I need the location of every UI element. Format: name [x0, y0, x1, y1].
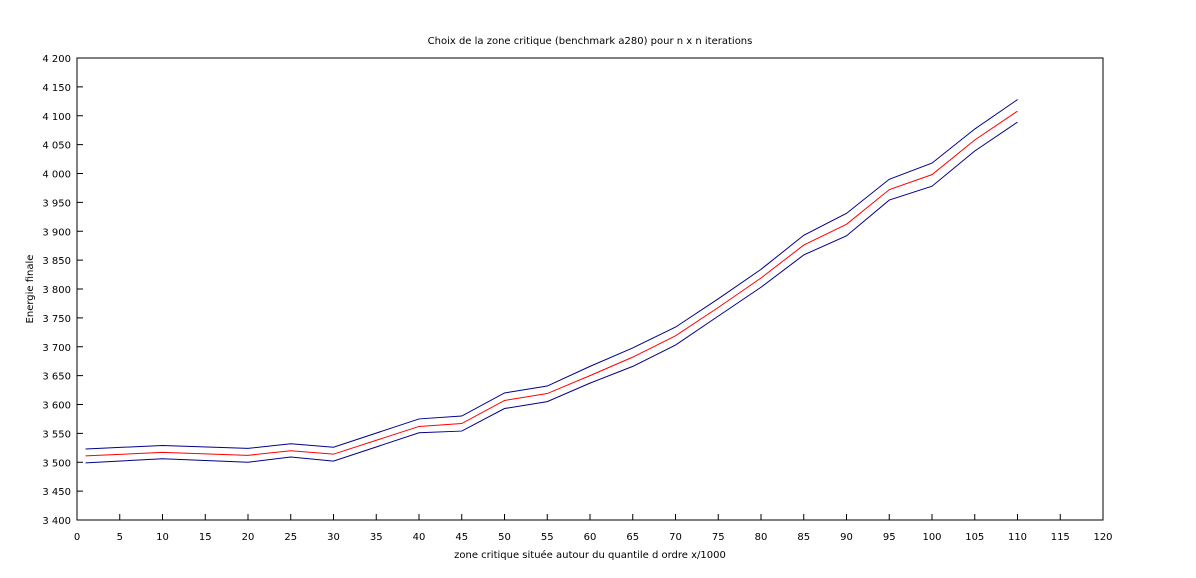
x-tick-label: 0: [74, 532, 80, 543]
upper-bound-line: [85, 99, 1018, 450]
x-tick-label: 120: [1093, 532, 1112, 543]
x-tick-label: 20: [242, 532, 255, 543]
x-tick-label: 40: [413, 532, 426, 543]
x-tick-label: 65: [626, 532, 639, 543]
x-tick-label: 25: [284, 532, 297, 543]
x-tick-label: 60: [584, 532, 597, 543]
x-tick-label: 70: [669, 532, 682, 543]
x-tick-label: 100: [922, 532, 941, 543]
y-tick-label: 4 100: [42, 112, 71, 123]
x-tick-label: 95: [883, 532, 896, 543]
y-tick-label: 3 800: [42, 285, 71, 296]
series-lines: [85, 99, 1018, 464]
x-tick-label: 105: [965, 532, 984, 543]
y-tick-label: 3 950: [42, 198, 71, 209]
y-tick-label: 4 150: [42, 83, 71, 94]
lower-bound-line: [85, 121, 1018, 464]
x-tick-label: 5: [117, 532, 123, 543]
x-tick-label: 75: [712, 532, 725, 543]
x-tick-label: 15: [199, 532, 212, 543]
y-tick-label: 3 700: [42, 343, 71, 354]
y-tick-label: 3 450: [42, 487, 71, 498]
mean-line: [85, 110, 1018, 457]
x-tick-label: 110: [1008, 532, 1027, 543]
y-tick-label: 3 850: [42, 256, 71, 267]
x-axis-label: zone critique située autour du quantile …: [454, 549, 726, 561]
x-tick-label: 30: [327, 532, 340, 543]
chart-title: Choix de la zone critique (benchmark a28…: [428, 36, 753, 47]
y-tick-label: 3 750: [42, 314, 71, 325]
x-tick-label: 50: [498, 532, 511, 543]
y-tick-label: 3 500: [42, 458, 71, 469]
y-tick-label: 3 400: [42, 516, 71, 527]
y-tick-label: 3 600: [42, 401, 71, 412]
x-tick-label: 10: [156, 532, 169, 543]
x-tick-label: 90: [840, 532, 853, 543]
y-tick-label: 4 200: [42, 54, 71, 65]
x-tick-label: 85: [797, 532, 810, 543]
y-axis-label: Energie finale: [25, 255, 36, 324]
y-tick-label: 3 900: [42, 227, 71, 238]
x-tick-label: 80: [755, 532, 768, 543]
y-axis-ticks: 3 400 3 450 3 500 3 550 3 600 3 650 3 700 3 750…: [42, 54, 83, 527]
y-tick-label: 4 000: [42, 170, 71, 181]
y-tick-label: 4 050: [42, 141, 71, 152]
y-tick-label: 3 650: [42, 372, 71, 383]
y-tick-label: 3 550: [42, 429, 71, 440]
x-axis-ticks: 0 5 10 15 20 25 30 35 40 45 50 55 60 65 70 75 80 85 90 95 10…: [74, 514, 1113, 543]
x-tick-label: 35: [370, 532, 383, 543]
plot-frame: [76, 57, 1104, 521]
x-tick-label: 55: [541, 532, 554, 543]
x-tick-label: 115: [1051, 532, 1070, 543]
x-tick-label: 45: [455, 532, 468, 543]
